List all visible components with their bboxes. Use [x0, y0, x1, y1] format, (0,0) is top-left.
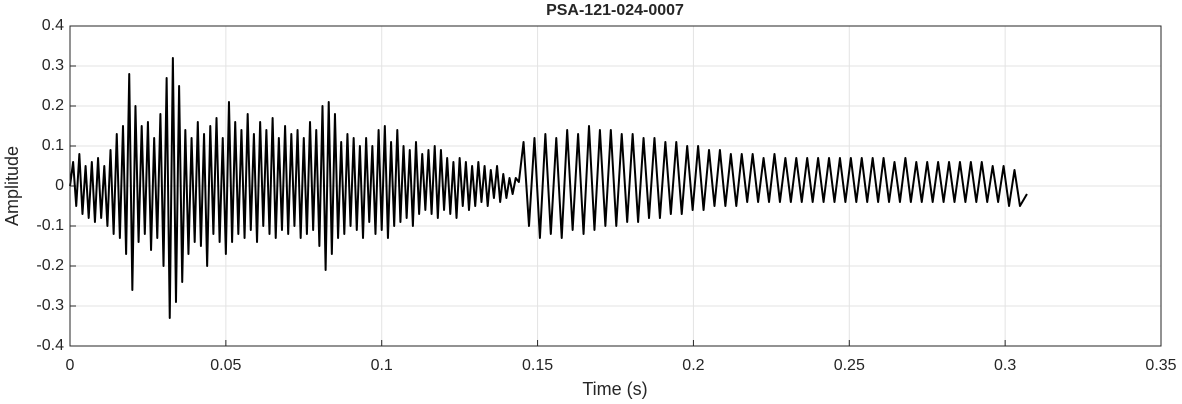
y-tick-label: -0.4 [36, 337, 64, 354]
y-tick-label: -0.1 [36, 217, 64, 234]
x-tick-label: 0.05 [210, 357, 241, 374]
x-tick-label: 0.35 [1145, 357, 1176, 374]
plot-area [69, 57, 1028, 319]
x-tick-label: 0.3 [994, 357, 1016, 374]
y-tick-label: 0.4 [42, 17, 64, 34]
y-axis-label: Amplitude [2, 146, 22, 226]
y-tick-label: 0 [55, 177, 64, 194]
y-tick-label: -0.3 [36, 297, 64, 314]
x-tick-label: 0.25 [834, 357, 865, 374]
y-tick-label: -0.2 [36, 257, 64, 274]
x-tick-label: 0.1 [371, 357, 393, 374]
x-tick-label: 0.2 [682, 357, 704, 374]
waveform-line [69, 57, 1028, 319]
chart-title: PSA-121-024-0007 [546, 2, 684, 19]
y-tick-label: 0.2 [42, 97, 64, 114]
x-tick-label: 0.15 [522, 357, 553, 374]
y-tick-label: 0.3 [42, 57, 64, 74]
x-axis-label: Time (s) [582, 379, 647, 399]
axes-box [69, 25, 1162, 347]
y-tick-label: 0.1 [42, 137, 64, 154]
x-tick-label: 0 [66, 357, 75, 374]
